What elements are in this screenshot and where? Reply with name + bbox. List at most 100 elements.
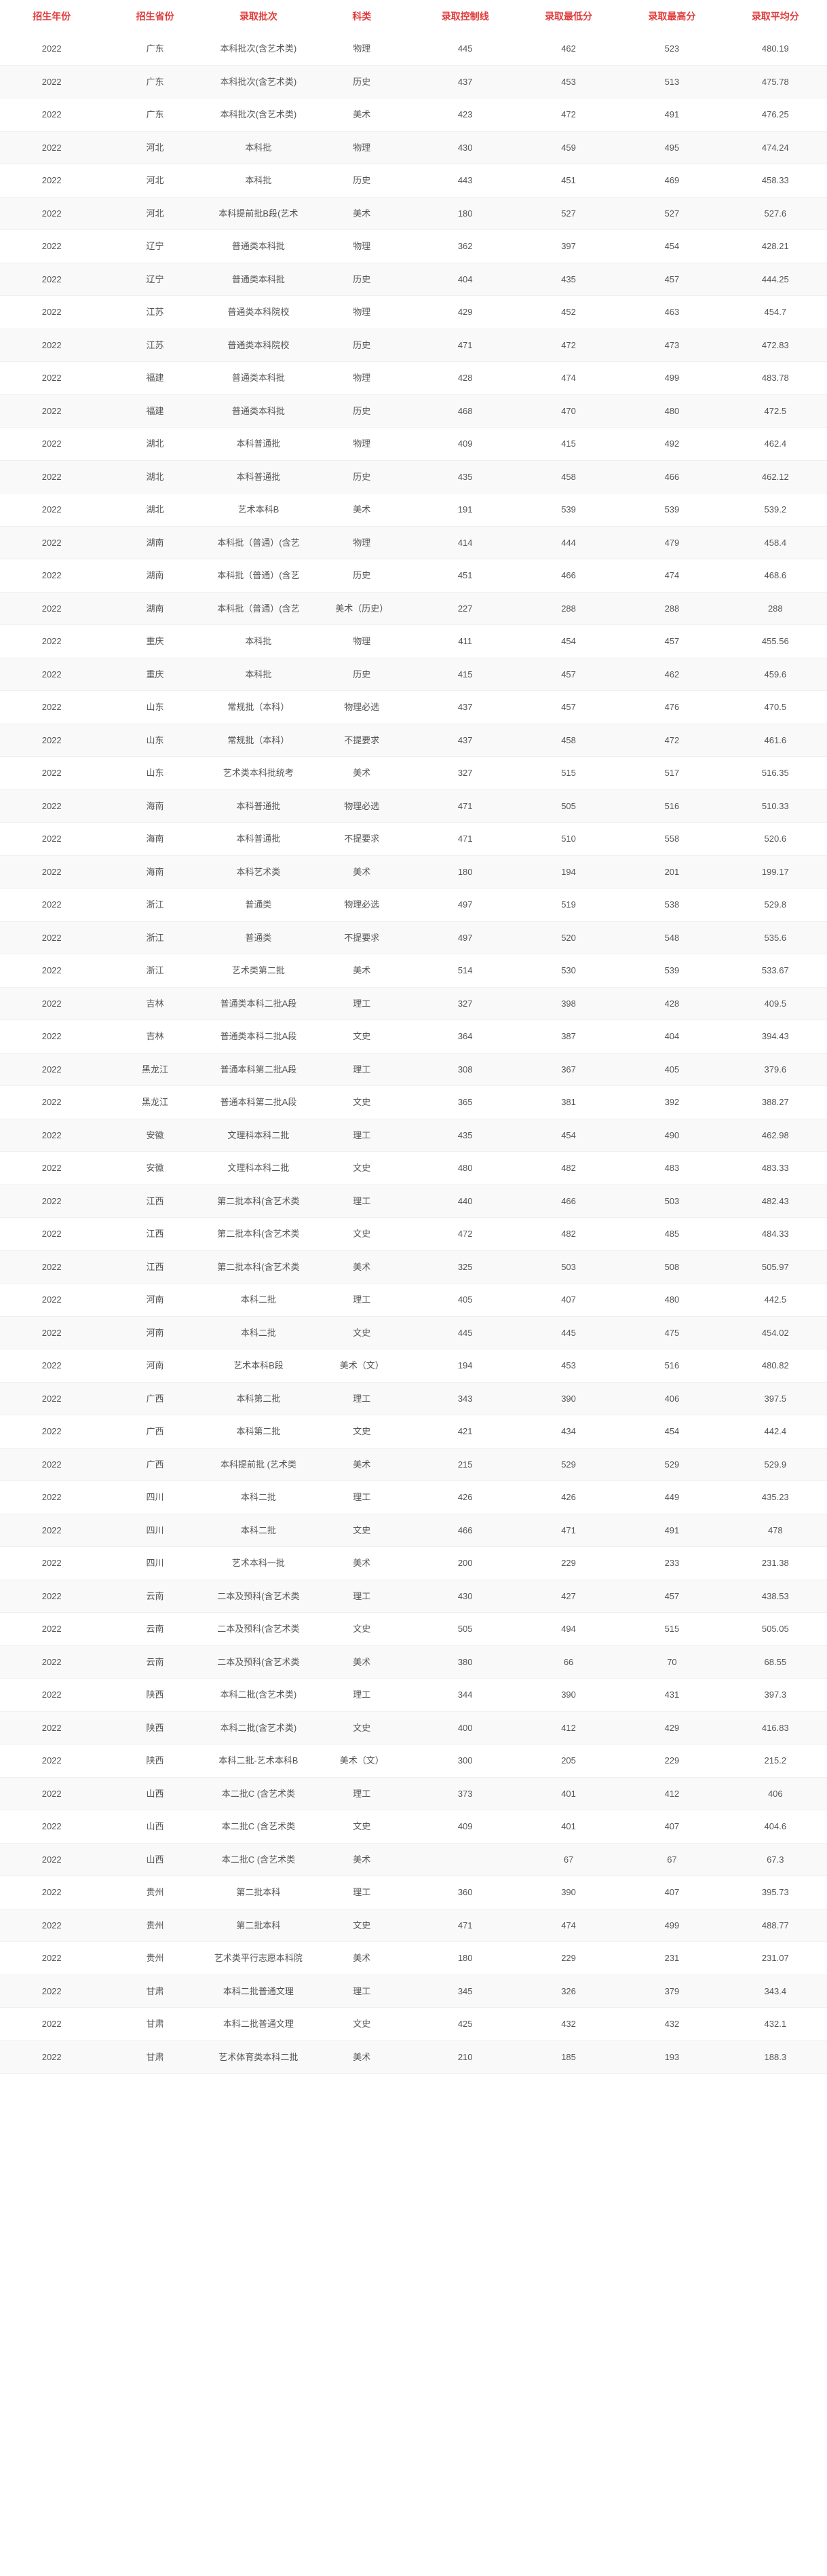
table-cell: 文理科本科二批 bbox=[207, 1119, 310, 1152]
table-cell: 364 bbox=[414, 1020, 517, 1053]
table-cell: 470 bbox=[517, 394, 620, 428]
table-cell: 理工 bbox=[310, 1580, 413, 1613]
table-cell: 401 bbox=[517, 1777, 620, 1810]
table-cell: 2022 bbox=[0, 1843, 103, 1876]
table-cell: 安徽 bbox=[103, 1152, 206, 1185]
table-cell: 459.6 bbox=[724, 658, 827, 691]
table-cell: 343.4 bbox=[724, 1975, 827, 2008]
table-cell: 515 bbox=[620, 1613, 723, 1646]
table-cell: 理工 bbox=[310, 1053, 413, 1086]
table-cell: 231.38 bbox=[724, 1547, 827, 1580]
table-row: 2022辽宁普通类本科批物理362397454428.21 bbox=[0, 230, 827, 263]
table-cell: 理工 bbox=[310, 1777, 413, 1810]
table-cell: 贵州 bbox=[103, 1942, 206, 1975]
table-cell: 480 bbox=[620, 1284, 723, 1317]
table-row: 2022江苏普通类本科院校物理429452463454.7 bbox=[0, 296, 827, 329]
table-cell: 理工 bbox=[310, 1184, 413, 1218]
table-cell: 广西 bbox=[103, 1415, 206, 1449]
table-cell: 甘肃 bbox=[103, 2040, 206, 2074]
table-cell: 510 bbox=[517, 823, 620, 856]
table-cell: 483 bbox=[620, 1152, 723, 1185]
table-cell: 广东 bbox=[103, 33, 206, 65]
table-cell: 2022 bbox=[0, 1020, 103, 1053]
table-cell: 山西 bbox=[103, 1843, 206, 1876]
table-cell: 497 bbox=[414, 889, 517, 922]
table-cell: 67 bbox=[620, 1843, 723, 1876]
table-cell: 499 bbox=[620, 1909, 723, 1942]
table-cell: 66 bbox=[517, 1645, 620, 1679]
table-cell: 201 bbox=[620, 855, 723, 889]
table-row: 2022重庆本科批物理411454457455.56 bbox=[0, 625, 827, 658]
table-cell: 438.53 bbox=[724, 1580, 827, 1613]
table-cell: 482 bbox=[517, 1152, 620, 1185]
table-cell: 河北 bbox=[103, 197, 206, 230]
table-cell: 491 bbox=[620, 98, 723, 132]
table-row: 2022广西本科第二批理工343390406397.5 bbox=[0, 1382, 827, 1415]
table-cell: 288 bbox=[620, 592, 723, 625]
table-row: 2022湖北本科普通批物理409415492462.4 bbox=[0, 428, 827, 461]
table-cell: 437 bbox=[414, 724, 517, 757]
table-cell: 2022 bbox=[0, 296, 103, 329]
table-cell: 457 bbox=[620, 263, 723, 296]
table-cell: 407 bbox=[620, 1810, 723, 1844]
table-cell: 462.4 bbox=[724, 428, 827, 461]
table-cell: 539.2 bbox=[724, 493, 827, 527]
table-cell: 435 bbox=[414, 460, 517, 493]
table-cell: 本科普通批 bbox=[207, 460, 310, 493]
table-cell: 407 bbox=[517, 1284, 620, 1317]
table-cell: 2022 bbox=[0, 1316, 103, 1349]
table-cell: 231.07 bbox=[724, 1942, 827, 1975]
table-cell: 普通类 bbox=[207, 921, 310, 954]
table-row: 2022黑龙江普通本科第二批A段文史365381392388.27 bbox=[0, 1086, 827, 1119]
table-cell: 本科普通批 bbox=[207, 428, 310, 461]
table-cell: 360 bbox=[414, 1876, 517, 1909]
table-cell: 480 bbox=[620, 394, 723, 428]
table-cell: 492 bbox=[620, 428, 723, 461]
table-cell: 文史 bbox=[310, 1020, 413, 1053]
table-row: 2022云南二本及预科(含艺术类美术380667068.55 bbox=[0, 1645, 827, 1679]
table-cell: 454 bbox=[620, 1415, 723, 1449]
table-cell: 400 bbox=[414, 1711, 517, 1744]
table-cell: 2022 bbox=[0, 954, 103, 988]
column-header-7: 录取平均分 bbox=[724, 0, 827, 33]
table-cell: 不提要求 bbox=[310, 823, 413, 856]
table-cell: 2022 bbox=[0, 1613, 103, 1646]
table-cell: 2022 bbox=[0, 1975, 103, 2008]
table-cell: 398 bbox=[517, 987, 620, 1020]
table-cell: 普通类 bbox=[207, 889, 310, 922]
table-row: 2022湖北艺术本科B美术191539539539.2 bbox=[0, 493, 827, 527]
table-row: 2022河北本科批物理430459495474.24 bbox=[0, 131, 827, 164]
table-cell: 2022 bbox=[0, 1349, 103, 1383]
table-cell: 物理必选 bbox=[310, 691, 413, 724]
table-row: 2022湖南本科批（普通）(含艺物理414444479458.4 bbox=[0, 526, 827, 559]
table-cell: 文史 bbox=[310, 1316, 413, 1349]
column-header-5: 录取最低分 bbox=[517, 0, 620, 33]
table-cell: 美术 bbox=[310, 1250, 413, 1284]
table-row: 2022甘肃艺术体育类本科二批美术210185193188.3 bbox=[0, 2040, 827, 2074]
table-cell: 454.7 bbox=[724, 296, 827, 329]
table-cell: 江西 bbox=[103, 1218, 206, 1251]
table-cell: 艺术类第二批 bbox=[207, 954, 310, 988]
table-cell: 本科二批普通文理 bbox=[207, 2008, 310, 2041]
table-cell: 本科批次(含艺术类) bbox=[207, 65, 310, 98]
table-cell: 468 bbox=[414, 394, 517, 428]
table-cell: 2022 bbox=[0, 658, 103, 691]
table-cell: 508 bbox=[620, 1250, 723, 1284]
table-cell: 381 bbox=[517, 1086, 620, 1119]
table-cell: 本科批次(含艺术类) bbox=[207, 98, 310, 132]
table-cell: 483.33 bbox=[724, 1152, 827, 1185]
table-cell: 重庆 bbox=[103, 658, 206, 691]
table-cell: 江苏 bbox=[103, 329, 206, 362]
table-cell: 227 bbox=[414, 592, 517, 625]
table-cell: 常规批（本科） bbox=[207, 724, 310, 757]
table-cell: 云南 bbox=[103, 1580, 206, 1613]
table-cell: 2022 bbox=[0, 691, 103, 724]
table-cell: 451 bbox=[414, 559, 517, 593]
table-cell: 江西 bbox=[103, 1250, 206, 1284]
table-cell: 陕西 bbox=[103, 1711, 206, 1744]
table-cell: 397.5 bbox=[724, 1382, 827, 1415]
table-cell: 本科二批 bbox=[207, 1514, 310, 1547]
table-cell: 517 bbox=[620, 757, 723, 790]
table-cell: 本科批（普通）(含艺 bbox=[207, 559, 310, 593]
table-cell: 2022 bbox=[0, 724, 103, 757]
